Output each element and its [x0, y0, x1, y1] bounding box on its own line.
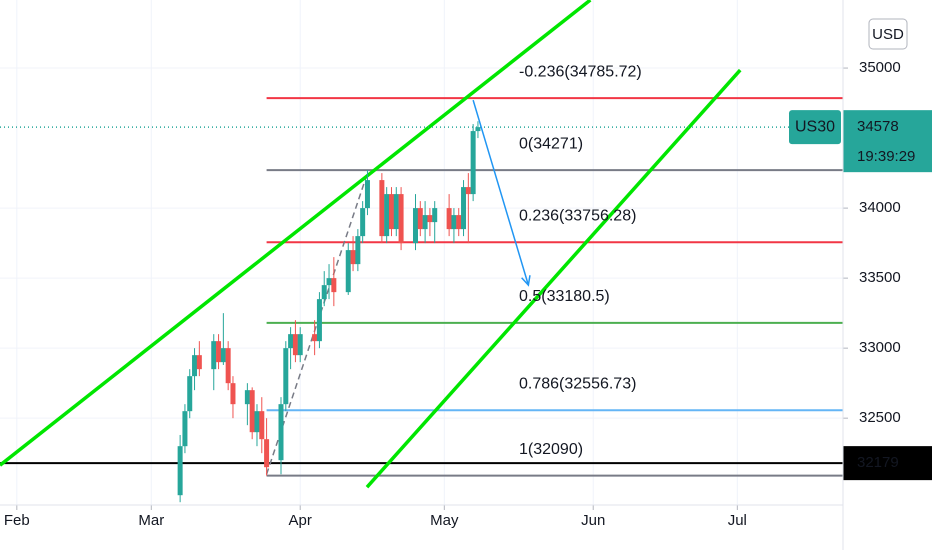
countdown-label: 19:39:29 [857, 148, 915, 165]
candle-body [355, 236, 361, 265]
currency-box[interactable] [868, 18, 908, 50]
fib-label: 0.236(33756.28) [519, 207, 636, 224]
candle-body [211, 341, 217, 370]
candle-body [216, 341, 222, 363]
candle-body [326, 278, 332, 286]
x-tick-label: Jun [581, 512, 605, 529]
candle-body [254, 411, 260, 433]
trend-line [365, 68, 742, 489]
candle-body [249, 390, 255, 433]
fib-label: 0.786(32556.73) [519, 375, 636, 392]
candle-body [264, 439, 270, 468]
candle-body [192, 355, 198, 377]
symbol-label: US30 [795, 118, 835, 135]
candle-body [412, 208, 418, 244]
y-tick-label: 34000 [859, 199, 901, 216]
trend-line [0, 0, 592, 467]
last-price-box [843, 110, 932, 173]
candle-body [244, 390, 250, 405]
candle-body [456, 215, 462, 230]
y-tick-label: 33000 [859, 339, 901, 356]
fib-label: 0.5(33180.5) [519, 288, 610, 305]
grid [0, 0, 843, 505]
candle-body [187, 376, 193, 412]
candle-body [312, 334, 318, 342]
symbol-box [789, 110, 841, 145]
y-tick-label: 35000 [859, 59, 901, 76]
fib-label: 1(32090) [519, 441, 583, 458]
last-price-label: 34578 [857, 118, 899, 135]
candle-body [384, 194, 390, 237]
candle-body [283, 348, 289, 405]
x-tick-label: Mar [138, 512, 164, 529]
currency-label: USD [872, 26, 904, 43]
x-tick-label: Jul [728, 512, 747, 529]
candle-body [379, 180, 385, 237]
candle-body [470, 131, 476, 195]
candle-body [177, 446, 183, 496]
candle-body [364, 180, 370, 209]
candle-body [446, 208, 452, 230]
x-tick-label: Feb [4, 512, 30, 529]
candle-body [259, 411, 265, 440]
y-tick-label: 32500 [859, 409, 901, 426]
arrow-line [472, 99, 530, 286]
candle-body [196, 355, 202, 370]
candle-body [331, 278, 337, 293]
fib-label: 0(34271) [519, 135, 583, 152]
horizontal-line-label: 32179 [857, 454, 899, 471]
candle-body [230, 383, 236, 405]
candle-body [350, 250, 356, 265]
x-tick-label: Apr [289, 512, 312, 529]
y-tick-label: 33500 [859, 269, 901, 286]
candle-body [388, 194, 394, 230]
candle-body [316, 299, 322, 342]
candle-body [461, 187, 467, 230]
candle-body [345, 250, 351, 293]
candle-body [393, 194, 399, 230]
candle-body [225, 348, 231, 384]
fib-label: -0.236(34785.72) [519, 63, 642, 80]
candle-body [278, 404, 284, 461]
candle-body [432, 208, 438, 223]
candle-body [417, 208, 423, 230]
candle-body [182, 411, 188, 447]
candle-body [475, 127, 481, 132]
x-tick-label: May [430, 512, 459, 529]
candle-body [398, 194, 404, 244]
candle-body [297, 334, 303, 356]
candle-body [288, 334, 294, 349]
candle-body [422, 215, 428, 230]
plot-area [0, 0, 843, 503]
candle-body [465, 187, 471, 195]
candle-body [427, 215, 433, 223]
candle-body [292, 334, 298, 356]
arrow-head [521, 275, 531, 287]
candle-body [321, 285, 327, 300]
candle-body [451, 215, 457, 230]
candle-body [360, 208, 366, 237]
candle-body [220, 348, 226, 363]
horizontal-line-box [843, 446, 932, 481]
overlay: 32500 33000 33500 34000 35000 Feb Mar Apr May Jun… [4, 59, 932, 529]
